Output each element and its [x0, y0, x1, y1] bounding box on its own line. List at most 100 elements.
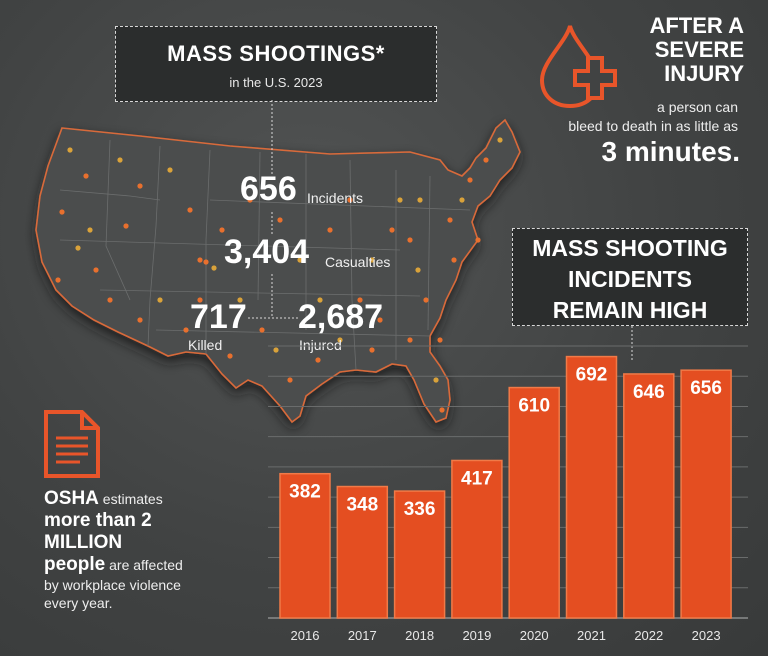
incident-dot [107, 297, 113, 303]
incident-dot [277, 217, 283, 223]
incident-dot [157, 297, 163, 303]
osha-affected: are affected [105, 557, 183, 573]
casualties-value: 3,404 [224, 233, 310, 271]
incident-dot [433, 377, 439, 383]
killed-value: 717 [190, 298, 247, 336]
incident-dot [357, 297, 363, 303]
state-borders [59, 139, 471, 371]
document-icon [44, 410, 100, 478]
incident-dot [211, 265, 217, 271]
incident-dot [197, 297, 203, 303]
injury-minutes-period: . [732, 136, 740, 167]
x-tick-label: 2019 [462, 628, 491, 643]
map-title-box: MASS SHOOTINGS* in the U.S. 2023 [115, 26, 437, 102]
incident-dot [137, 183, 143, 189]
bar-2017 [336, 485, 389, 619]
page-subtitle: in the U.S. 2023 [229, 75, 323, 90]
incident-dot [219, 227, 225, 233]
incident-dot [439, 407, 445, 413]
x-tick-label: 2016 [291, 628, 320, 643]
incident-dot [377, 317, 383, 323]
osha-every-year: every year. [44, 595, 113, 611]
x-tick-label: 2023 [692, 628, 721, 643]
x-tick-label: 2022 [634, 628, 663, 643]
incident-dot [137, 317, 143, 323]
incident-dot [475, 237, 481, 243]
bar-2023 [680, 369, 732, 619]
incident-dot [369, 347, 375, 353]
incident-dot [75, 245, 81, 251]
x-tick-label: 2018 [405, 628, 434, 643]
incidents-label: Incidents [307, 190, 364, 206]
incident-dot [451, 257, 457, 263]
osha-people: people [44, 554, 106, 575]
incident-dot [407, 237, 413, 243]
incident-dot [167, 167, 173, 173]
bar-2018 [393, 490, 446, 619]
incident-dot [123, 223, 129, 229]
incident-dot [227, 353, 233, 359]
bar-value-label: 610 [518, 396, 550, 417]
injured-value: 2,687 [298, 298, 384, 336]
casualties-label: Casualties [325, 254, 391, 270]
page-title: MASS SHOOTINGS* [167, 41, 385, 66]
incident-dot [389, 227, 395, 233]
injury-body-line1: a person can [657, 99, 738, 115]
x-tick-label: 2020 [520, 628, 549, 643]
osha-workplace: by workplace violence [44, 577, 181, 593]
x-tick-label: 2021 [577, 628, 606, 643]
bar-2019 [451, 459, 503, 619]
incident-dot [237, 297, 243, 303]
incident-dot [497, 137, 503, 143]
incident-dot [203, 259, 209, 265]
incident-dot [467, 177, 473, 183]
bar-value-label: 336 [404, 499, 436, 520]
injury-minutes: 3 minutes. [602, 136, 740, 168]
incident-dot [417, 197, 423, 203]
bar-value-label: 656 [690, 378, 722, 399]
bar-value-label: 348 [346, 495, 378, 516]
bar-2016 [279, 472, 331, 619]
incident-dot [397, 197, 403, 203]
incident-dot [287, 377, 293, 383]
incident-dot [297, 257, 303, 263]
osha-more-than: more than 2 [44, 510, 152, 531]
bar-value-label: 382 [289, 482, 321, 503]
incident-dot [183, 327, 189, 333]
incident-dot [187, 207, 193, 213]
incident-dot [117, 157, 123, 163]
incident-dot [483, 157, 489, 163]
incidents-value: 656 [240, 170, 297, 208]
incident-dots [55, 137, 503, 413]
injury-heading-line1: AFTER A [649, 13, 744, 38]
chart-title-box: MASS SHOOTING INCIDENTS REMAIN HIGH [512, 228, 748, 326]
incident-dot [259, 327, 265, 333]
incident-dot [327, 227, 333, 233]
incident-dot [247, 197, 253, 203]
incident-dot [273, 347, 279, 353]
bar-2022 [623, 373, 675, 619]
injury-heading: AFTER A SEVERE INJURY [649, 14, 744, 86]
osha-million: MILLION [44, 532, 123, 553]
incident-dot [347, 197, 353, 203]
osha-statement: OSHA estimates more than 2 MILLION peopl… [44, 488, 244, 612]
incident-dot [459, 197, 465, 203]
incident-dot [337, 337, 343, 343]
bar-value-label: 692 [576, 365, 608, 386]
incident-dot [93, 267, 99, 273]
bar-value-label: 417 [461, 468, 493, 489]
incident-dot [55, 277, 61, 283]
chart-title-line1: MASS SHOOTING [532, 235, 728, 261]
incident-dot [315, 357, 321, 363]
incident-dot [369, 257, 375, 263]
incident-dot [317, 297, 323, 303]
killed-label: Killed [188, 337, 223, 353]
incident-dot [67, 147, 73, 153]
incident-dot [437, 337, 443, 343]
incident-dot [447, 217, 453, 223]
osha-word: OSHA [44, 488, 99, 509]
osha-estimates: estimates [98, 491, 163, 507]
injury-body: a person can bleed to death in as little… [568, 98, 738, 136]
